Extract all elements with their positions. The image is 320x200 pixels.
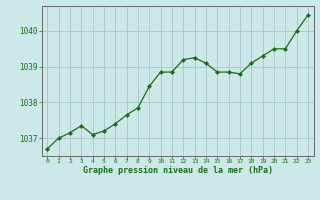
X-axis label: Graphe pression niveau de la mer (hPa): Graphe pression niveau de la mer (hPa) — [83, 166, 273, 175]
